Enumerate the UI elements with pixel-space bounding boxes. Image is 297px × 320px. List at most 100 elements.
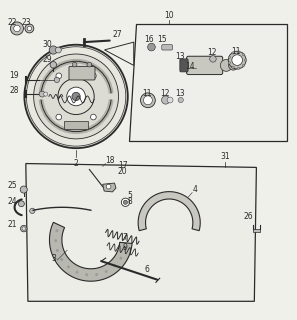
Circle shape	[49, 46, 57, 54]
Circle shape	[167, 97, 173, 103]
FancyBboxPatch shape	[180, 59, 188, 72]
Circle shape	[24, 45, 128, 148]
Circle shape	[56, 229, 58, 232]
Text: 22: 22	[7, 18, 17, 27]
Circle shape	[229, 61, 238, 70]
Text: 16: 16	[145, 35, 154, 44]
Circle shape	[56, 73, 62, 79]
Circle shape	[44, 92, 48, 96]
Circle shape	[67, 266, 70, 268]
Text: 31: 31	[221, 152, 230, 161]
Circle shape	[178, 97, 183, 103]
Text: 28: 28	[10, 86, 19, 95]
Text: 26: 26	[243, 212, 253, 221]
Circle shape	[34, 54, 119, 139]
Circle shape	[228, 62, 230, 64]
Text: 10: 10	[164, 11, 174, 20]
FancyBboxPatch shape	[187, 56, 223, 75]
Text: 17: 17	[118, 161, 127, 170]
Text: 20: 20	[118, 167, 127, 176]
Circle shape	[121, 198, 129, 206]
Circle shape	[228, 56, 230, 59]
Circle shape	[50, 61, 56, 68]
Text: 2: 2	[74, 159, 78, 168]
Polygon shape	[105, 42, 134, 65]
Text: 30: 30	[42, 40, 52, 49]
Text: 24: 24	[7, 197, 17, 206]
Circle shape	[220, 60, 232, 71]
Circle shape	[237, 67, 240, 69]
Text: 11: 11	[231, 47, 241, 56]
Circle shape	[162, 96, 170, 104]
Text: 13: 13	[176, 52, 185, 60]
FancyBboxPatch shape	[69, 66, 95, 80]
Polygon shape	[26, 164, 256, 301]
Text: 18: 18	[105, 156, 114, 165]
Text: 12: 12	[160, 89, 170, 98]
Circle shape	[67, 87, 85, 106]
Text: 11: 11	[142, 89, 151, 98]
Polygon shape	[138, 192, 200, 231]
Text: 21: 21	[7, 220, 17, 229]
Text: 19: 19	[10, 71, 19, 80]
Circle shape	[91, 73, 96, 79]
FancyBboxPatch shape	[162, 45, 173, 50]
Circle shape	[30, 208, 35, 213]
Text: 5: 5	[128, 191, 133, 200]
Circle shape	[119, 257, 122, 260]
Polygon shape	[103, 183, 116, 192]
Polygon shape	[253, 228, 260, 232]
FancyBboxPatch shape	[64, 121, 89, 129]
Text: 8: 8	[128, 197, 132, 206]
Text: 15: 15	[157, 35, 167, 44]
Circle shape	[95, 273, 98, 276]
Circle shape	[242, 53, 245, 56]
Circle shape	[232, 66, 234, 68]
Circle shape	[27, 26, 31, 31]
Circle shape	[242, 64, 245, 67]
Circle shape	[228, 51, 246, 69]
Text: 29: 29	[42, 55, 52, 64]
Text: 25: 25	[7, 181, 17, 190]
Text: 9: 9	[122, 243, 127, 252]
Circle shape	[148, 43, 155, 51]
Circle shape	[87, 62, 92, 67]
Circle shape	[26, 47, 126, 146]
Text: 14: 14	[185, 62, 195, 71]
Circle shape	[14, 25, 20, 32]
Circle shape	[210, 56, 216, 62]
Circle shape	[72, 62, 77, 67]
Circle shape	[105, 270, 108, 273]
Circle shape	[10, 22, 23, 35]
Circle shape	[18, 201, 24, 207]
Circle shape	[20, 225, 27, 232]
Circle shape	[85, 273, 88, 276]
Circle shape	[55, 47, 61, 53]
Polygon shape	[129, 24, 287, 141]
Text: 27: 27	[113, 30, 122, 39]
Text: 13: 13	[175, 89, 185, 98]
Circle shape	[123, 200, 127, 204]
Circle shape	[106, 184, 111, 189]
Text: 3: 3	[52, 254, 56, 263]
Circle shape	[140, 93, 155, 108]
Circle shape	[123, 247, 126, 250]
Circle shape	[232, 55, 243, 65]
Text: 6: 6	[145, 265, 149, 274]
Circle shape	[91, 114, 96, 120]
Circle shape	[54, 239, 57, 242]
Circle shape	[113, 264, 116, 267]
Circle shape	[58, 78, 94, 115]
Text: 7: 7	[122, 233, 127, 243]
Circle shape	[143, 96, 152, 105]
Circle shape	[244, 59, 247, 61]
Circle shape	[54, 77, 59, 83]
Circle shape	[232, 52, 234, 54]
Text: 4: 4	[192, 185, 197, 194]
Text: 23: 23	[21, 18, 31, 27]
Circle shape	[25, 24, 34, 33]
Circle shape	[60, 258, 63, 261]
Circle shape	[39, 91, 45, 97]
Polygon shape	[50, 222, 132, 281]
Circle shape	[75, 271, 78, 274]
